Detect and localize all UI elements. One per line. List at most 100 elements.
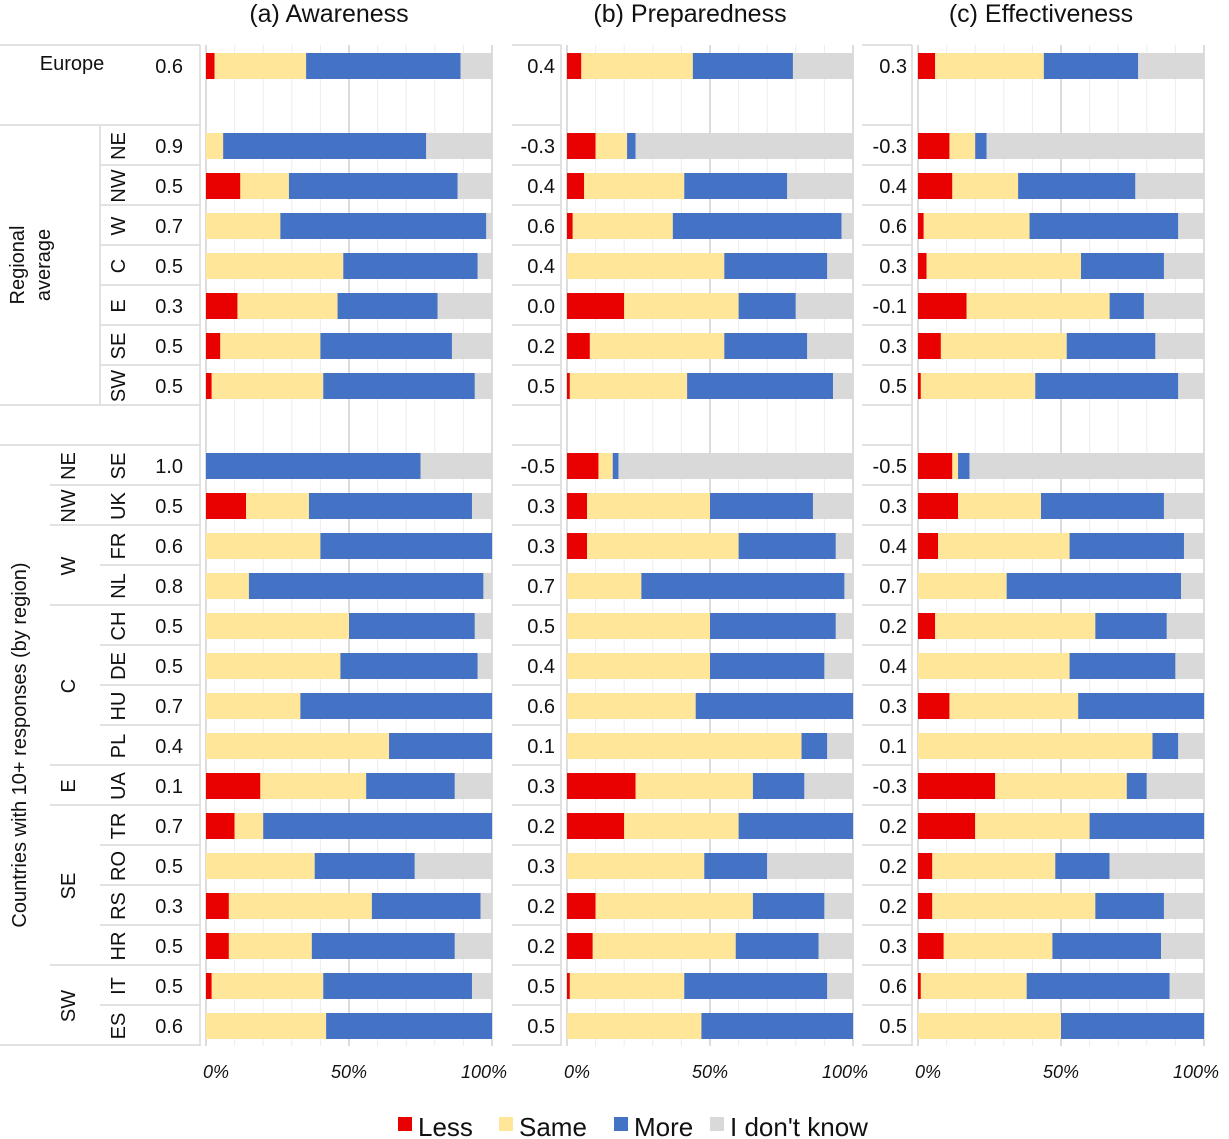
bar-segment-less <box>567 933 593 959</box>
bar-segment-i-don-t-know <box>795 293 853 319</box>
bar-segment-less <box>918 533 939 559</box>
bar-segment-i-don-t-know <box>1146 773 1204 799</box>
score-value: 0.3 <box>879 336 907 358</box>
score-value: 0.9 <box>155 136 183 158</box>
bar-segment-same <box>995 773 1127 799</box>
bar-segment-more <box>320 533 492 559</box>
bar-segment-same <box>581 53 693 79</box>
bar-segment-more <box>1018 173 1136 199</box>
bar-segment-i-don-t-know <box>414 853 492 879</box>
score-value: -0.3 <box>873 776 907 798</box>
bar-segment-same <box>567 613 710 639</box>
bar-segment-same <box>211 373 324 399</box>
bar-segment-less <box>918 133 950 159</box>
row-label-region: E <box>108 299 130 312</box>
legend: Less Same More I don't know <box>398 1112 868 1139</box>
bar-segment-more <box>306 53 461 79</box>
bar-segment-more <box>323 373 475 399</box>
bar-segment-more <box>300 693 492 719</box>
bar-segment-same <box>624 293 739 319</box>
bar-segment-same <box>589 333 725 359</box>
score-value: 0.4 <box>879 656 907 678</box>
bar-segment-same <box>635 773 753 799</box>
bar-segment-more <box>738 813 853 839</box>
score-value: 0.7 <box>155 216 183 238</box>
bar-segment-more <box>1078 693 1204 719</box>
bar-segment-more <box>223 133 427 159</box>
bar-segment-more <box>1066 333 1156 359</box>
bar-segment-i-don-t-know <box>787 173 853 199</box>
bar-segment-less <box>918 173 953 199</box>
bar-segment-same <box>920 373 1036 399</box>
bar-segment-more <box>320 333 452 359</box>
bar-segment-same <box>206 1013 327 1039</box>
row-group-region-label: NW <box>58 489 80 522</box>
score-value: 0.6 <box>879 976 907 998</box>
bar-segment-same <box>595 133 628 159</box>
bar-segment-same <box>598 453 613 479</box>
bar-segment-less <box>206 933 229 959</box>
bar-segment-i-don-t-know <box>486 213 492 239</box>
bar-segment-more <box>1081 253 1164 279</box>
score-value: 0.5 <box>155 496 183 518</box>
bar-segment-same <box>206 213 281 239</box>
bar-segment-less <box>918 933 944 959</box>
score-value: 0.2 <box>879 616 907 638</box>
bar-segment-more <box>684 973 828 999</box>
bar-segment-same <box>206 693 301 719</box>
score-value: 0.5 <box>879 1016 907 1038</box>
bar-segment-same <box>952 453 959 479</box>
bar-segment-i-don-t-know <box>792 53 853 79</box>
score-value: 0.0 <box>527 296 555 318</box>
score-value: 0.6 <box>879 216 907 238</box>
score-value: 0.6 <box>155 536 183 558</box>
bar-segment-same <box>246 493 309 519</box>
bar-segment-same <box>938 533 1070 559</box>
score-value: 0.2 <box>527 896 555 918</box>
bar-segment-less <box>918 213 924 239</box>
text-layer: (a) Awareness 0% 50% 100% 0.6 0.9 0.5 0.7 0.5 0.3… <box>7 0 1219 1082</box>
bar-segment-more <box>801 733 828 759</box>
bar-segment-less <box>206 53 215 79</box>
bar-segment-less <box>918 453 953 479</box>
score-value: 0.4 <box>879 536 907 558</box>
bar-segment-i-don-t-know <box>1163 253 1204 279</box>
score-value: 0.5 <box>155 176 183 198</box>
bar-segment-i-don-t-know <box>1178 373 1204 399</box>
bar-segment-less <box>567 173 585 199</box>
bar-segment-more <box>311 933 455 959</box>
row-label-country: RS <box>108 892 130 920</box>
bar-segment-less <box>918 373 921 399</box>
row-label-region: C <box>108 259 130 273</box>
bar-segment-more <box>701 1013 853 1039</box>
bar-segment-same <box>975 813 1090 839</box>
score-value: -0.3 <box>521 136 555 158</box>
bar-layer <box>206 53 1204 1039</box>
legend-swatch <box>710 1117 724 1131</box>
bar-segment-same <box>567 1013 702 1039</box>
score-value: 0.3 <box>527 536 555 558</box>
row-label-country: RO <box>108 851 130 881</box>
bar-segment-more <box>263 813 492 839</box>
score-value: 0.1 <box>527 736 555 758</box>
score-value: 0.4 <box>527 56 555 78</box>
bar-segment-less <box>567 813 625 839</box>
row-group-region-label: E <box>58 779 80 792</box>
row-label-region: SE <box>108 333 130 360</box>
bar-segment-same <box>206 653 341 679</box>
bar-segment-same <box>211 973 324 999</box>
bar-segment-i-don-t-know <box>483 573 492 599</box>
bar-segment-less <box>918 333 941 359</box>
score-value: 0.3 <box>879 936 907 958</box>
score-value: 0.1 <box>879 736 907 758</box>
bar-segment-i-don-t-know <box>635 133 853 159</box>
bar-segment-more <box>738 293 796 319</box>
bar-segment-more <box>704 853 768 879</box>
bar-segment-i-don-t-know <box>618 453 853 479</box>
bar-segment-same <box>206 253 344 279</box>
score-value: 0.7 <box>155 696 183 718</box>
bar-segment-more <box>695 693 853 719</box>
bar-segment-i-don-t-know <box>1181 573 1204 599</box>
bar-segment-less <box>918 53 936 79</box>
